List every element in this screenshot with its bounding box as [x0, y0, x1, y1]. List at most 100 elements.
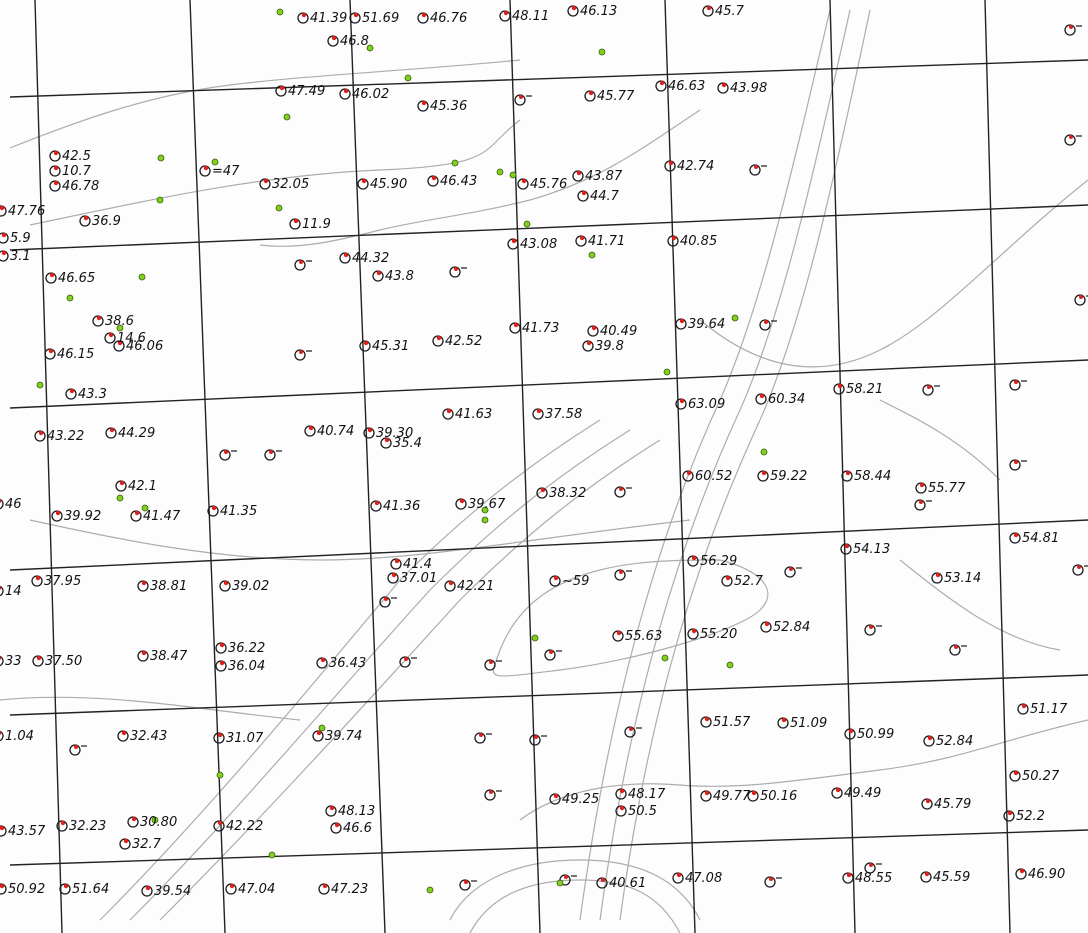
survey-point-unlabelled [749, 164, 761, 176]
point-red-dot [374, 500, 380, 506]
point-circle [532, 408, 544, 420]
elevation-label: 46.6 [343, 821, 372, 836]
green-marker [141, 504, 149, 512]
survey-point-unlabelled [1064, 24, 1076, 36]
point-circle [702, 5, 714, 17]
green-marker [151, 816, 159, 824]
point-circle [215, 642, 227, 654]
point-red-dot [69, 388, 75, 394]
point-circle [920, 871, 932, 883]
green-marker [366, 44, 374, 52]
point-circle [517, 178, 529, 190]
survey-point [587, 325, 599, 337]
point-circle [219, 580, 231, 592]
elevation-label: 42.74 [677, 159, 714, 174]
point-red-dot [131, 816, 137, 822]
point-red-dot [513, 322, 519, 328]
survey-point-unlabelled [759, 319, 771, 331]
survey-point-unlabelled [914, 499, 926, 511]
elevation-label: 46.15 [57, 347, 94, 362]
green-marker [726, 661, 734, 669]
green-marker [156, 196, 164, 204]
elevation-label: 50.27 [1022, 769, 1060, 784]
elevation-label: 41.39 [310, 11, 347, 26]
survey-point [0, 250, 9, 262]
survey-point-unlabelled [864, 862, 876, 874]
elevation-label: 44.32 [352, 251, 389, 266]
elevation-label: 37.95 [44, 574, 81, 589]
point-red-dot [0, 499, 2, 503]
survey-point [215, 660, 227, 672]
elevation-label: =47 [212, 164, 240, 179]
point-red-dot [384, 597, 388, 601]
point-circle [141, 885, 153, 897]
survey-point [199, 165, 211, 177]
point-circle [325, 805, 337, 817]
survey-point [339, 88, 351, 100]
elevation-label: 54.81 [1022, 531, 1059, 546]
survey-point [56, 820, 68, 832]
elevation-label: 46 [5, 497, 22, 512]
point-circle [137, 650, 149, 662]
point-circle [59, 883, 71, 895]
point-circle [682, 470, 694, 482]
survey-point-unlabelled [864, 624, 876, 636]
point-circle [225, 883, 237, 895]
survey-point [675, 318, 687, 330]
elevation-label: 60.34 [768, 392, 805, 407]
point-circle [700, 716, 712, 728]
survey-point [717, 82, 729, 94]
green-marker [481, 516, 489, 524]
survey-point [318, 883, 330, 895]
survey-point [532, 408, 544, 420]
elevation-label: 43.22 [47, 429, 84, 444]
point-red-dot [293, 218, 299, 224]
elevation-label: 52.2 [1016, 809, 1045, 824]
survey-point [44, 348, 56, 360]
elevation-label: 42.21 [457, 579, 494, 594]
elevation-label: ~59 [562, 574, 589, 589]
elevation-label: 50.99 [857, 727, 894, 742]
point-circle [215, 660, 227, 672]
point-circle [923, 735, 935, 747]
elevation-label: 55.63 [625, 629, 662, 644]
elevation-label: 39.92 [64, 509, 101, 524]
point-circle [841, 470, 853, 482]
elevation-label: 58.21 [846, 382, 883, 397]
survey-point [49, 180, 61, 192]
point-red-dot [211, 505, 217, 511]
survey-point [49, 165, 61, 177]
point-red-dot [316, 730, 322, 736]
survey-point-unlabelled [294, 349, 306, 361]
point-red-dot [49, 272, 55, 278]
point-red-dot [659, 80, 665, 86]
point-circle [275, 85, 287, 97]
survey-point [113, 340, 125, 352]
survey-point [682, 470, 694, 482]
survey-point [1003, 810, 1015, 822]
elevation-label: 44.7 [590, 189, 620, 204]
point-red-dot [53, 180, 59, 186]
point-circle [700, 790, 712, 802]
point-red-dot [759, 393, 765, 399]
point-red-dot [0, 731, 2, 735]
survey-point [297, 12, 309, 24]
elevation-label: 31.07 [226, 731, 264, 746]
elevation-label: 58.44 [854, 469, 891, 484]
point-circle [840, 543, 852, 555]
point-circle [339, 252, 351, 264]
survey-point [0, 655, 4, 667]
elevation-label: 39.74 [325, 729, 362, 744]
point-red-dot [754, 165, 758, 169]
point-circle [105, 427, 117, 439]
survey-point [79, 215, 91, 227]
elevation-label: 39.64 [688, 317, 725, 332]
elevation-label: 42.5 [62, 149, 91, 164]
point-red-dot [464, 880, 468, 884]
point-red-dot [553, 575, 559, 581]
elevation-label: 51.09 [790, 716, 827, 731]
elevation-label: 35.4 [393, 436, 422, 451]
point-circle [330, 822, 342, 834]
